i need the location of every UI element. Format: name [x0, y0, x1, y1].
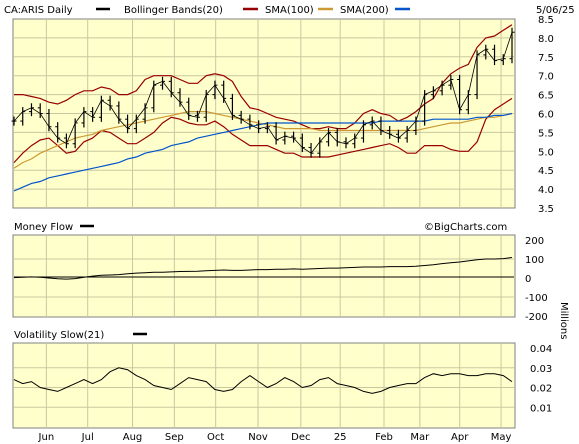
x-tick-label: Dec: [291, 432, 310, 443]
price-bars: [11, 27, 515, 158]
money-flow-series-group: [13, 257, 513, 280]
volatility-tick-label: 0.02: [530, 384, 552, 395]
x-tick-label: Nov: [248, 432, 268, 443]
series-bollinger-bands-20-upper: [14, 24, 513, 130]
money-flow-unit: Millions: [558, 302, 569, 339]
series-ca-aris-daily: [13, 32, 513, 154]
volatility-tick-label: 0.03: [530, 364, 552, 375]
volatility-y-axis: 0.04 0.03 0.02 0.01: [530, 344, 552, 414]
x-tick-label: Jun: [38, 432, 55, 443]
header: CA:ARIS Daily Bollinger Bands(20) SMA(10…: [4, 5, 575, 16]
volatility-series-group: [13, 367, 513, 394]
volatility-tick-label: 0.04: [530, 344, 552, 355]
money-flow-tick-label: -200: [525, 312, 548, 323]
x-tick-label: Mar: [410, 432, 430, 443]
sma200-label: SMA(200): [340, 5, 389, 16]
money-flow-title-bg: [13, 219, 515, 234]
price-tick-label: 7.5: [538, 53, 554, 64]
sma100-label: SMA(100): [265, 5, 314, 16]
price-tick-label: 5.0: [538, 147, 554, 158]
x-tick-label: 25: [334, 432, 347, 443]
x-axis: Jun Jul Aug Sep Oct Nov Dec 25 Feb Mar Apr May: [38, 432, 512, 443]
volatility-title: Volatility Slow(21): [14, 330, 147, 341]
x-tick-label: Aug: [123, 432, 143, 443]
x-tick-label: Oct: [207, 432, 224, 443]
price-tick-label: 5.5: [538, 128, 554, 139]
price-tick-label: 4.0: [538, 185, 554, 196]
price-tick-label: 8.0: [538, 34, 554, 45]
series-money-flow: [13, 257, 513, 280]
series-bollinger-bands-20-lower: [13, 97, 513, 164]
price-tick-label: 6.0: [538, 110, 554, 121]
date-label: 5/06/25: [536, 5, 575, 16]
money-flow-tick-label: 0: [525, 274, 531, 285]
bollinger-label: Bollinger Bands(20): [124, 5, 223, 16]
price-tick-label: 8.5: [538, 15, 554, 26]
x-tick-label: May: [491, 432, 512, 443]
x-tick-label: Apr: [451, 432, 469, 443]
watermark: ©BigCharts.com: [424, 222, 507, 233]
volatility-label: Volatility Slow(21): [14, 330, 104, 341]
volatility-tick-label: 0.01: [530, 403, 552, 414]
money-flow-title: Money Flow ©BigCharts.com: [13, 219, 515, 234]
money-flow-y-axis: 200 100 0 -100 -200: [525, 236, 548, 323]
x-tick-label: Jul: [81, 432, 94, 443]
price-y-axis: 3.5 4.0 4.5 5.0 5.5 6.0 6.5 7.0 7.5 8.0 8.5: [538, 15, 554, 215]
money-flow-tick-label: 100: [525, 255, 544, 266]
money-flow-tick-label: 200: [525, 236, 544, 247]
volatility-grid: [14, 343, 514, 428]
money-flow-tick-label: -100: [525, 293, 548, 304]
x-tick-label: Feb: [375, 432, 393, 443]
price-tick-label: 6.5: [538, 91, 554, 102]
series-volatility-slow-21: [13, 367, 513, 394]
price-tick-label: 4.5: [538, 166, 554, 177]
price-tick-label: 7.0: [538, 72, 554, 83]
money-flow-grid: [14, 235, 514, 317]
series-sma-200: [13, 112, 513, 192]
price-grid: [14, 19, 514, 208]
money-flow-panel: [12, 234, 516, 318]
symbol-label: CA:ARIS Daily: [4, 5, 73, 16]
price-series-group: [13, 24, 513, 192]
x-tick-label: Sep: [165, 432, 184, 443]
money-flow-label: Money Flow: [14, 222, 73, 233]
price-tick-label: 3.5: [538, 204, 554, 215]
